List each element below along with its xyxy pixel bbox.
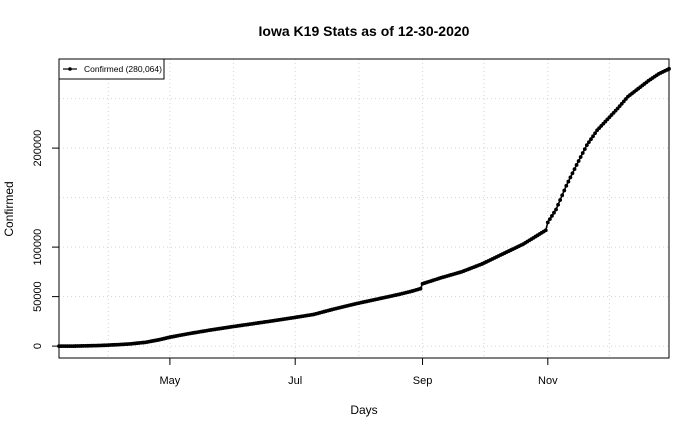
series-line bbox=[59, 68, 670, 347]
chart-title: Iowa K19 Stats as of 12-30-2020 bbox=[259, 23, 470, 39]
data-point bbox=[562, 188, 567, 193]
x-tick-label: Nov bbox=[538, 375, 558, 387]
data-point bbox=[560, 193, 565, 198]
grid-lines bbox=[59, 59, 669, 358]
data-point bbox=[584, 143, 589, 148]
y-tick-label: 0 bbox=[32, 343, 44, 349]
legend-box bbox=[58, 58, 165, 80]
y-tick-label: 200000 bbox=[32, 130, 44, 167]
data-point bbox=[582, 147, 587, 152]
data-point bbox=[564, 183, 569, 188]
y-axis-label: Confirmed bbox=[2, 181, 16, 236]
data-point bbox=[418, 286, 423, 291]
data-point bbox=[556, 202, 560, 207]
data-point bbox=[572, 167, 577, 172]
data-point bbox=[566, 179, 571, 184]
data-point bbox=[574, 163, 579, 167]
data-point bbox=[554, 207, 558, 212]
data-point bbox=[589, 137, 593, 142]
x-axis: May Jul Sep Nov bbox=[160, 358, 558, 387]
data-point bbox=[543, 228, 548, 233]
legend-marker bbox=[68, 67, 72, 71]
x-tick-label: Sep bbox=[413, 375, 433, 387]
y-tick-label: 100000 bbox=[32, 229, 44, 266]
data-point bbox=[593, 131, 597, 136]
y-tick-label: 50000 bbox=[32, 281, 44, 312]
data-point bbox=[570, 171, 575, 176]
data-point bbox=[552, 210, 556, 215]
data-point bbox=[576, 159, 581, 163]
data-point bbox=[550, 214, 554, 218]
series-confirmed bbox=[57, 66, 671, 349]
data-point bbox=[587, 140, 591, 145]
data-point bbox=[578, 155, 583, 159]
data-point bbox=[545, 220, 550, 225]
data-point bbox=[580, 151, 585, 155]
legend: Confirmed (280,064) bbox=[58, 58, 165, 80]
data-point bbox=[591, 134, 595, 139]
plot-frame bbox=[58, 58, 670, 359]
data-point bbox=[558, 198, 563, 202]
y-axis: 0 50000 100000 200000 bbox=[32, 130, 59, 349]
x-tick-label: May bbox=[160, 375, 181, 387]
data-point bbox=[547, 217, 552, 222]
legend-label: Confirmed (280,064) bbox=[84, 64, 162, 74]
data-point bbox=[568, 175, 573, 180]
x-axis-label: Days bbox=[350, 403, 377, 417]
x-tick-label: Jul bbox=[288, 375, 302, 387]
